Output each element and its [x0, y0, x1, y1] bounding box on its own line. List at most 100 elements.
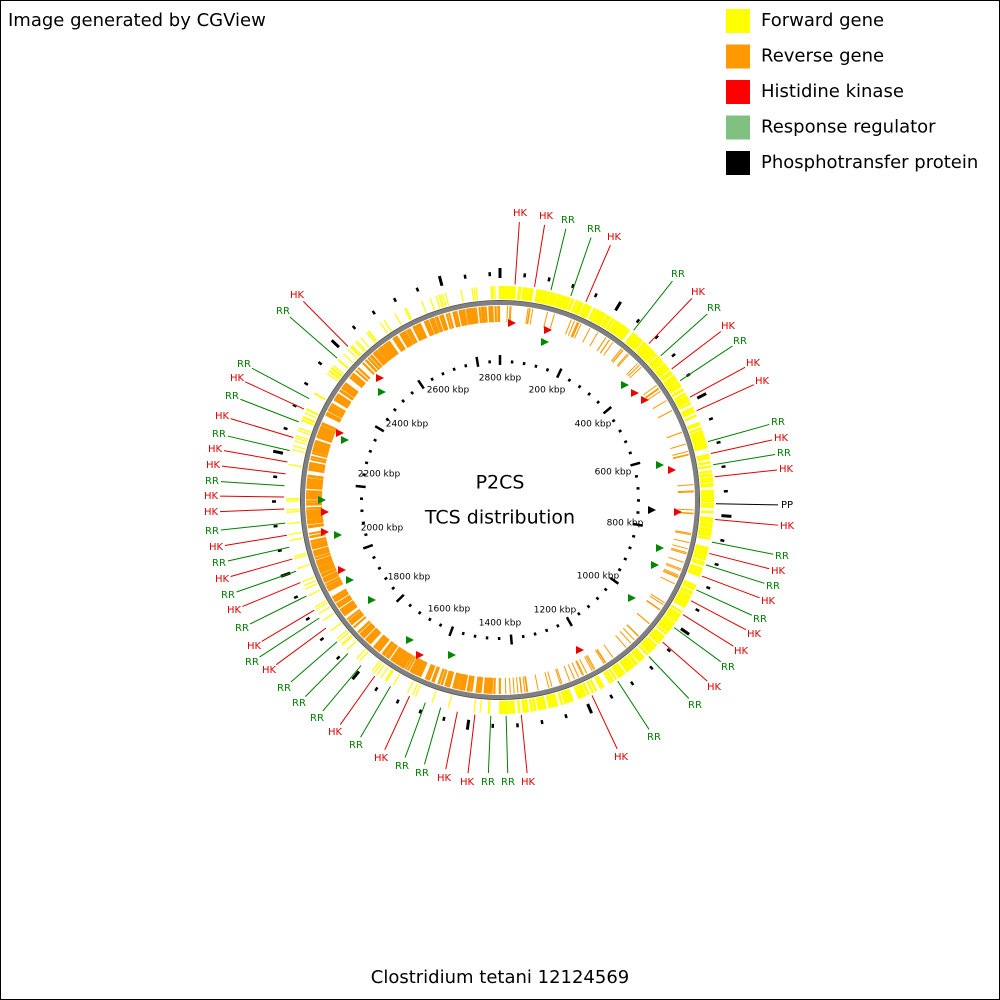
- reverse-gene: [589, 332, 599, 347]
- feature-leader: [689, 366, 746, 398]
- reverse-gene: [447, 312, 455, 329]
- forward-gene: [600, 314, 610, 328]
- forward-gene: [682, 582, 695, 591]
- reverse-gene: [322, 572, 339, 582]
- outer-tick: [437, 275, 444, 287]
- feature-leader: [423, 707, 442, 765]
- forward-gene: [613, 323, 624, 336]
- reverse-gene: [612, 349, 624, 363]
- inner-tick: [410, 390, 415, 395]
- forward-gene: [680, 586, 694, 594]
- reverse-gene: [427, 665, 436, 681]
- forward-gene: [665, 611, 678, 621]
- reverse-gene: [341, 602, 356, 614]
- feature-leader: [671, 331, 722, 370]
- reverse-gene: [404, 654, 415, 670]
- forward-gene: [651, 359, 664, 371]
- outer-tick: [303, 381, 309, 386]
- reverse-gene: [327, 581, 343, 592]
- feature-label: HK: [262, 665, 277, 676]
- feature-label: RR: [237, 359, 251, 370]
- forward-gene: [429, 297, 435, 311]
- forward-gene: [698, 530, 712, 536]
- forward-gene: [554, 294, 561, 308]
- reverse-gene: [346, 608, 361, 621]
- forward-gene: [557, 295, 565, 309]
- reverse-gene: [399, 332, 410, 348]
- forward-gene: [691, 559, 705, 566]
- forward-gene: [682, 581, 696, 590]
- forward-gene: [695, 545, 709, 552]
- forward-gene: [638, 345, 650, 357]
- forward-gene: [305, 409, 319, 416]
- inner-tick: [556, 623, 560, 628]
- feature-label: RR: [415, 768, 429, 779]
- forward-gene: [540, 290, 546, 304]
- forward-gene: [350, 346, 360, 357]
- reverse-gene: [402, 653, 413, 669]
- forward-gene: [328, 370, 340, 380]
- forward-gene: [697, 535, 711, 541]
- outer-tick: [714, 562, 719, 567]
- forward-gene: [524, 287, 529, 301]
- reverse-gene: [352, 616, 367, 629]
- outer-tick: [671, 352, 676, 358]
- reverse-gene: [478, 676, 483, 694]
- tcs-marker: [321, 508, 329, 516]
- forward-gene: [294, 437, 308, 443]
- outer-tick: [465, 719, 471, 730]
- feature-label: RR: [647, 732, 661, 743]
- feature-label: RR: [395, 761, 409, 772]
- reverse-gene: [396, 650, 407, 666]
- reverse-gene: [310, 539, 327, 546]
- inner-tick: [362, 543, 374, 550]
- outer-tick: [609, 694, 614, 700]
- feature-leader: [220, 522, 286, 531]
- feature-label: RR: [212, 558, 226, 569]
- reverse-gene: [526, 308, 531, 325]
- inner-tick: [362, 473, 366, 477]
- reverse-gene: [480, 306, 485, 323]
- forward-gene: [694, 549, 708, 556]
- reverse-gene: [306, 480, 323, 485]
- forward-gene: [545, 291, 551, 305]
- reverse-gene: [534, 674, 539, 691]
- feature-label: HK: [521, 777, 536, 788]
- forward-gene: [394, 313, 402, 326]
- forward-gene: [368, 330, 378, 342]
- reverse-gene: [490, 677, 494, 694]
- reverse-gene: [306, 506, 323, 510]
- inner-tick: [441, 371, 445, 376]
- tcs-marker: [508, 319, 516, 327]
- outer-tick: [721, 514, 732, 518]
- forward-gene: [630, 651, 642, 663]
- reverse-gene: [316, 557, 333, 565]
- reverse-gene: [357, 620, 371, 634]
- reverse-gene: [466, 675, 472, 692]
- feature-label: HK: [539, 211, 554, 222]
- inner-tick: [461, 631, 465, 636]
- feature-leader: [520, 714, 528, 774]
- reverse-gene: [585, 655, 595, 671]
- forward-gene: [318, 606, 331, 615]
- reverse-gene: [417, 323, 427, 340]
- tcs-marker: [668, 466, 676, 474]
- inner-tick: [576, 611, 581, 616]
- forward-gene: [648, 633, 660, 645]
- reverse-gene: [627, 364, 640, 377]
- forward-gene: [700, 484, 714, 488]
- reverse-gene: [412, 325, 422, 342]
- reverse-gene: [576, 660, 585, 676]
- legend: Forward gene Reverse gene Histidine kinase…: [726, 9, 978, 175]
- feature-label: RR: [771, 417, 785, 428]
- outer-tick: [272, 449, 284, 455]
- forward-gene: [338, 631, 350, 642]
- reverse-gene: [386, 341, 398, 356]
- feature-label: HK: [779, 464, 794, 475]
- reverse-gene: [645, 388, 660, 399]
- feature-leader: [249, 595, 307, 625]
- forward-gene: [634, 647, 646, 660]
- inner-tick: [623, 439, 628, 444]
- forward-gene: [618, 660, 629, 673]
- reverse-gene: [410, 657, 420, 674]
